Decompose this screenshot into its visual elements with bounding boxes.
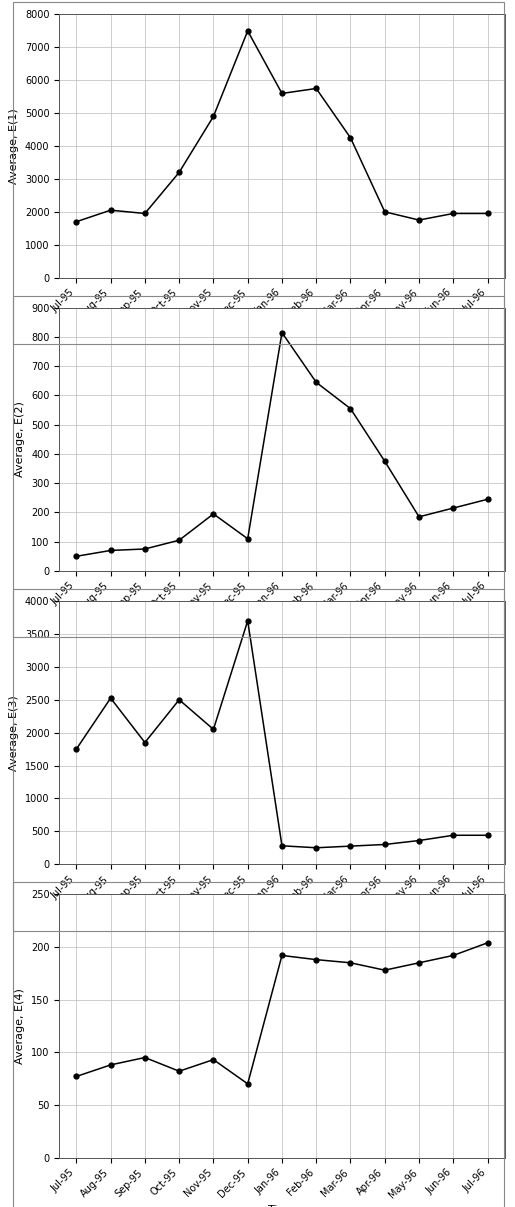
X-axis label: Time: Time bbox=[268, 1206, 296, 1207]
X-axis label: Time: Time bbox=[268, 619, 296, 629]
Y-axis label: Average, E(1): Average, E(1) bbox=[9, 109, 20, 183]
X-axis label: Time: Time bbox=[268, 326, 296, 336]
Y-axis label: Average, E(2): Average, E(2) bbox=[15, 402, 25, 477]
Y-axis label: Average, E(3): Average, E(3) bbox=[9, 695, 19, 770]
Y-axis label: Average, E(4): Average, E(4) bbox=[15, 989, 25, 1063]
X-axis label: Time: Time bbox=[268, 912, 296, 922]
